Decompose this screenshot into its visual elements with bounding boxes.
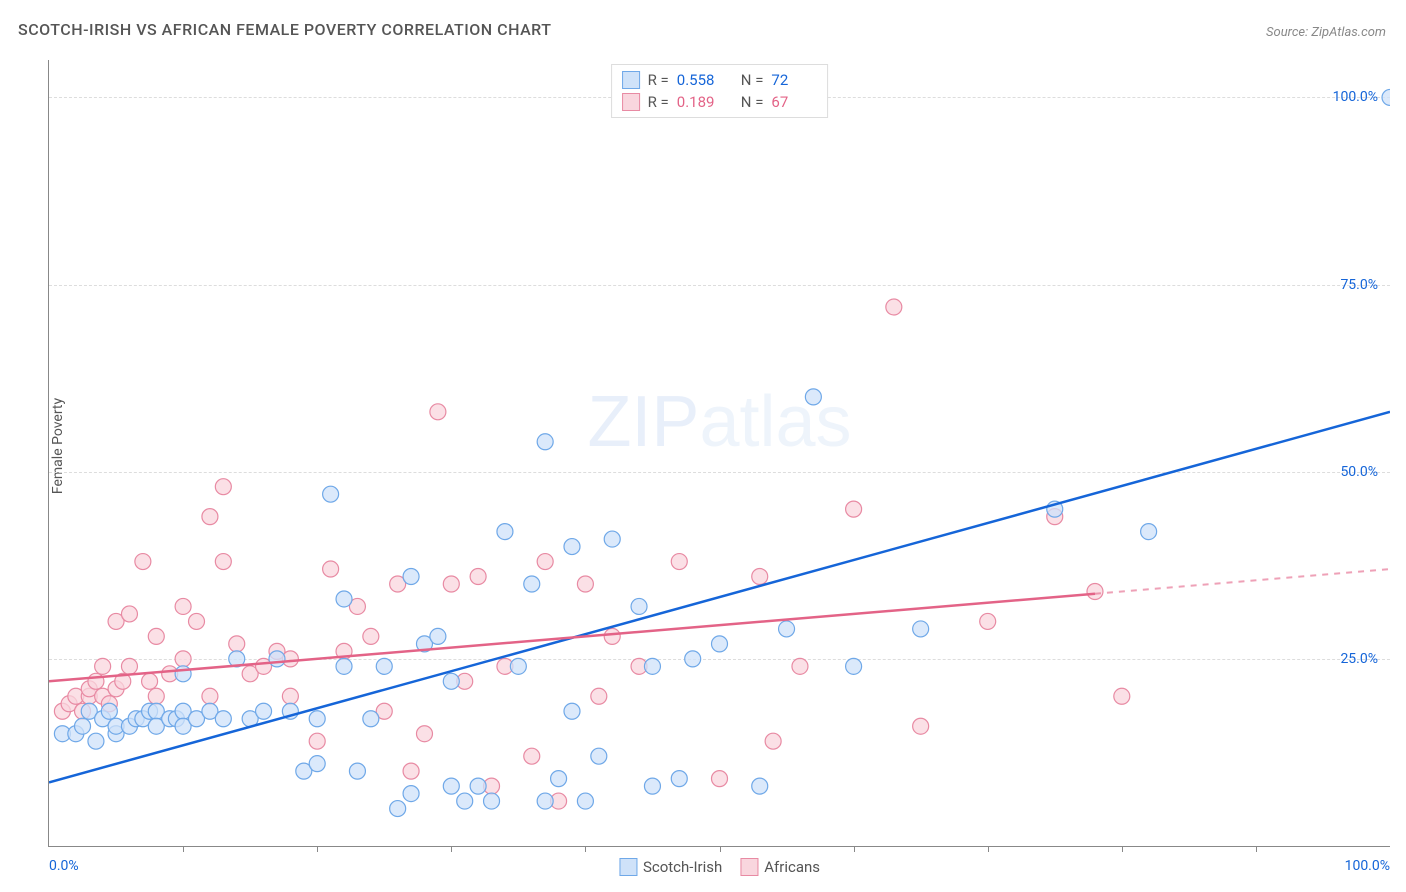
legend-label: Scotch-Irish [643, 858, 722, 876]
n-value: 67 [771, 93, 817, 111]
r-label: R = [648, 71, 669, 89]
swatch-icon [619, 858, 637, 876]
legend-label: Africans [764, 858, 820, 876]
correlation-row-0: R = 0.558 N = 72 [622, 69, 818, 91]
r-label: R = [648, 93, 669, 111]
x-tick-mark [720, 846, 721, 852]
r-value: 0.558 [677, 71, 723, 89]
x-tick-mark [451, 846, 452, 852]
chart-svg [49, 60, 1390, 846]
x-tick-mark [1256, 846, 1257, 852]
n-value: 72 [771, 71, 817, 89]
legend-item-0: Scotch-Irish [619, 858, 722, 876]
x-tick-mark [988, 846, 989, 852]
x-tick-mark [854, 846, 855, 852]
swatch-icon [740, 858, 758, 876]
series-legend: Scotch-Irish Africans [619, 858, 820, 876]
swatch-icon [622, 93, 640, 111]
x-tick-mark [183, 846, 184, 852]
chart-title: SCOTCH-IRISH VS AFRICAN FEMALE POVERTY C… [18, 20, 551, 39]
n-label: N = [741, 71, 764, 89]
chart-container: SCOTCH-IRISH VS AFRICAN FEMALE POVERTY C… [0, 0, 1406, 892]
n-label: N = [741, 93, 764, 111]
x-tick-mark [585, 846, 586, 852]
swatch-icon [622, 71, 640, 89]
plot-area: ZIPatlas R = 0.558 N = 72 R = 0.189 N = … [48, 60, 1390, 847]
r-value: 0.189 [677, 93, 723, 111]
x-tick-right: 100.0% [1345, 858, 1390, 874]
correlation-legend: R = 0.558 N = 72 R = 0.189 N = 67 [611, 64, 829, 118]
x-tick-mark [1122, 846, 1123, 852]
correlation-row-1: R = 0.189 N = 67 [622, 91, 818, 113]
x-tick-left: 0.0% [49, 858, 79, 874]
x-tick-mark [317, 846, 318, 852]
legend-item-1: Africans [740, 858, 820, 876]
source-label: Source: ZipAtlas.com [1266, 25, 1386, 40]
